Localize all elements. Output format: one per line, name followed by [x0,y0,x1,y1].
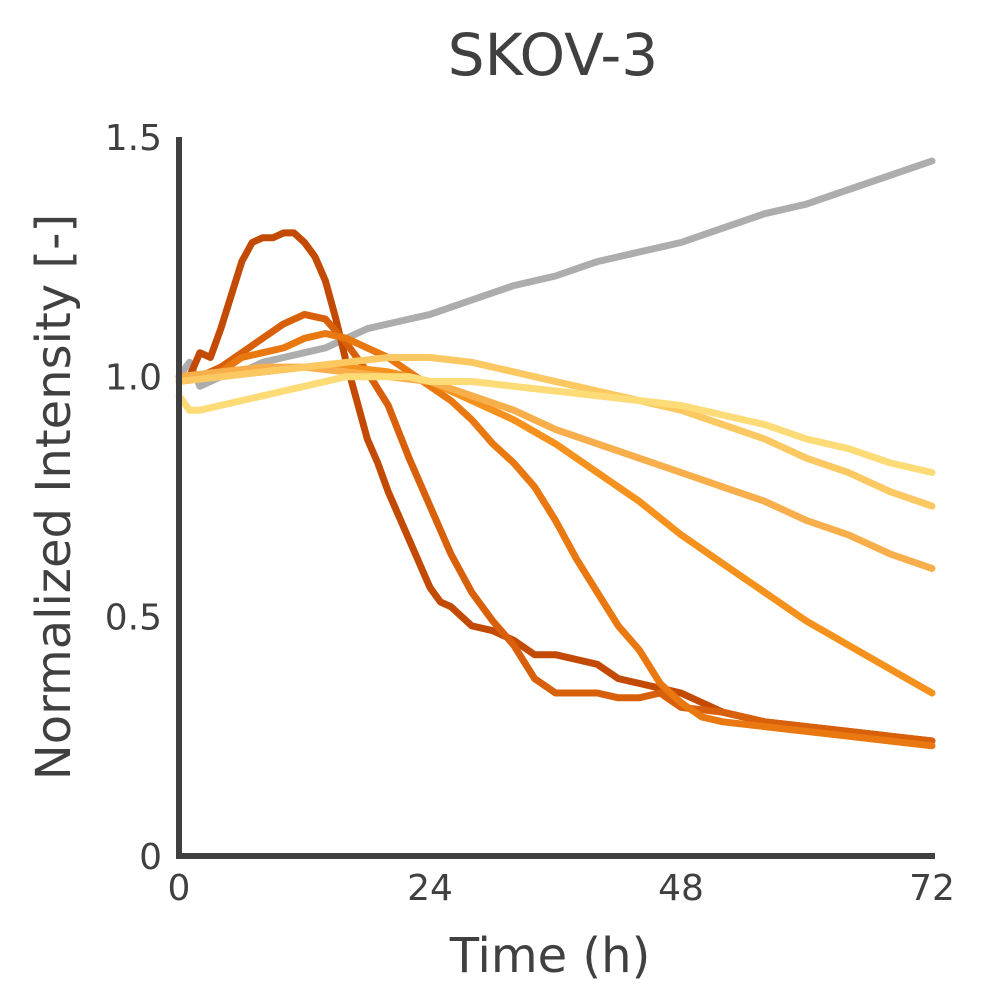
x-tick-label: 48 [658,868,704,909]
y-tick-label: 1.0 [105,358,162,399]
series-line-2 [175,229,936,745]
x-tick-label: 72 [909,868,955,909]
chart-title: SKOV-3 [448,21,658,89]
series-line-4 [175,330,936,750]
series-line-1 [175,157,936,390]
series-line-7 [175,354,936,510]
x-tick-label: 0 [168,868,191,909]
series-line-8 [175,373,936,476]
x-tick-label: 24 [407,868,453,909]
y-tick-label: 1.5 [105,118,162,159]
series-line-3 [175,310,936,745]
series-line-5 [175,363,936,697]
x-axis-title: Time (h) [449,928,651,984]
y-tick-labels: 0 0.5 1.0 1.5 [105,118,162,878]
series-line-6 [175,363,936,572]
y-tick-label: 0.5 [105,597,162,638]
x-tick-labels: 0 24 48 72 [168,868,955,909]
series-layer [175,157,936,750]
y-axis-title: Normalized Intensity [-] [26,214,82,780]
y-tick-label: 0 [139,837,162,878]
